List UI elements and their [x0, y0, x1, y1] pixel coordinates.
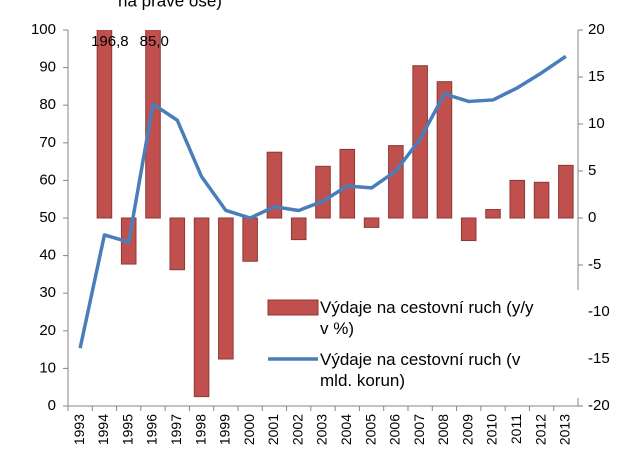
x-tick-label: 2009 — [459, 414, 475, 445]
x-tick-label: 2001 — [265, 414, 281, 445]
bar — [509, 179, 526, 219]
data-label: 196,8 — [91, 33, 129, 50]
y2-tick-label: 5 — [588, 162, 596, 179]
x-tick-label: 2011 — [508, 414, 524, 444]
y-tick-label: 50 — [39, 209, 56, 226]
y2-tick-label: 20 — [588, 21, 605, 38]
x-tick-label: 1998 — [192, 414, 208, 445]
y2-tick-label: -20 — [588, 397, 610, 414]
y-tick-label: 70 — [39, 134, 56, 151]
line — [78, 54, 567, 349]
x-tick-label: 2012 — [532, 414, 548, 445]
bar — [290, 217, 307, 241]
y2-tick-label: 15 — [588, 68, 605, 85]
x-tick-label: 2007 — [411, 414, 427, 445]
bar — [96, 30, 113, 219]
bar — [485, 209, 501, 219]
x-tick-label: 2003 — [314, 414, 330, 445]
bar — [169, 217, 186, 271]
y-tick-label: 20 — [39, 322, 56, 339]
plot-area — [78, 30, 574, 398]
bar — [436, 81, 453, 219]
x-tick-label: 1996 — [144, 414, 160, 445]
y-tick-label: 0 — [48, 397, 56, 414]
bar — [193, 217, 210, 398]
bar — [388, 145, 404, 219]
y-tick-label: 30 — [39, 284, 56, 301]
bar — [315, 165, 331, 219]
x-tick-label: 2005 — [362, 414, 378, 445]
y-tick-label: 90 — [39, 59, 56, 76]
bar — [266, 151, 283, 219]
legend-label: Výdaje na cestovní ruch (v mld. korun) — [320, 350, 521, 390]
bar — [460, 217, 477, 242]
bar — [145, 30, 161, 219]
bar — [218, 217, 234, 360]
x-tick-label: 2006 — [387, 414, 403, 445]
legend-swatch — [267, 299, 319, 316]
x-tick-label: 2000 — [241, 414, 257, 445]
x-tick-label: 1994 — [95, 414, 111, 445]
x-tick-label: 2008 — [435, 414, 451, 445]
x-tick-label: 2010 — [484, 414, 500, 445]
y2-tick-label: -5 — [588, 256, 601, 273]
bar — [363, 217, 380, 228]
chart-title: na pravé ose) — [118, 0, 222, 10]
x-tick-label: 1995 — [119, 414, 135, 445]
bar — [533, 181, 550, 219]
x-tick-label: 2002 — [289, 414, 305, 445]
y-tick-label: 80 — [39, 96, 56, 113]
y2-tick-label: 0 — [588, 209, 596, 226]
y-tick-label: 10 — [39, 359, 56, 376]
legend-label: Výdaje na cestovní ruch (y/y v %) — [320, 298, 534, 338]
y2-tick-label: -15 — [588, 350, 610, 367]
bar — [558, 164, 574, 219]
bar — [339, 148, 356, 219]
x-tick-label: 2004 — [338, 414, 354, 445]
x-tick-label: 1997 — [168, 414, 184, 445]
x-tick-label: 2013 — [557, 414, 573, 445]
bar — [242, 217, 258, 262]
y2-tick-label: -10 — [588, 303, 610, 320]
y-tick-label: 40 — [39, 247, 56, 264]
y2-tick-label: 10 — [588, 115, 605, 132]
y-tick-label: 100 — [31, 21, 56, 38]
y-tick-label: 60 — [39, 171, 56, 188]
data-label: 85,0 — [140, 33, 169, 50]
x-tick-label: 1993 — [71, 414, 87, 445]
x-tick-label: 1999 — [217, 414, 233, 445]
